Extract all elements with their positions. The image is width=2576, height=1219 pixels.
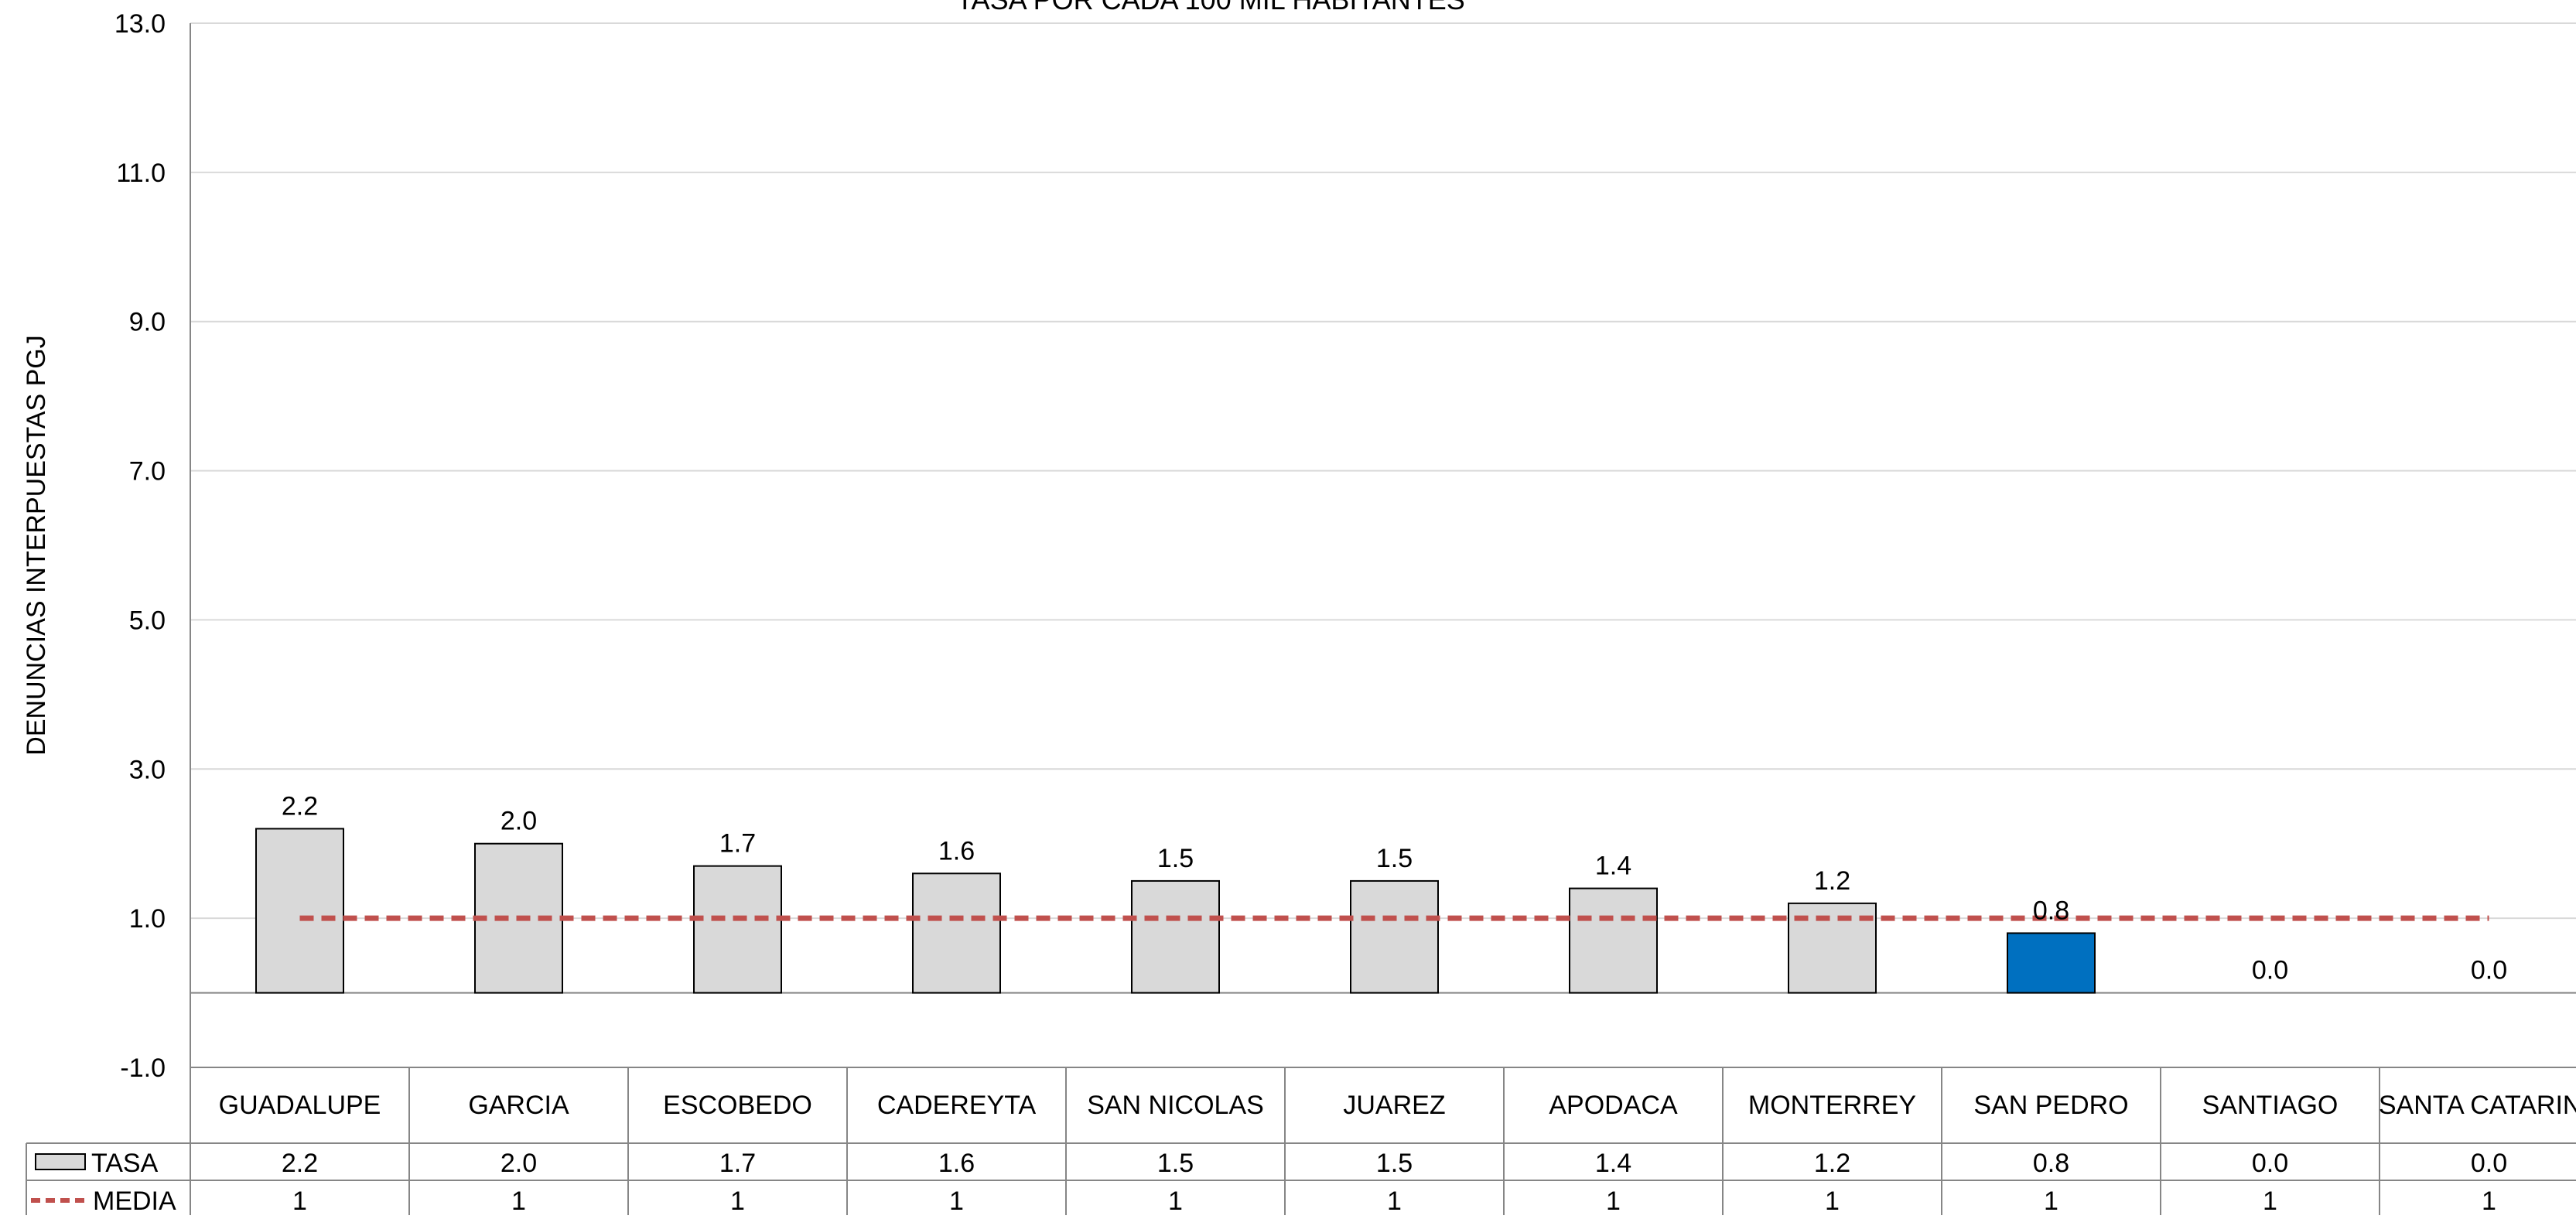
category-label: GUADALUPE	[219, 1091, 381, 1120]
gridlines: 13.0 11.0 9.0 7.0 5.0 3.0 1.0 -1.0	[114, 9, 2576, 1215]
bar-value-label: 2.0	[501, 807, 537, 836]
y-tick-label: 9.0	[129, 308, 166, 337]
y-tick-label: 3.0	[129, 755, 166, 784]
category-label: SANTIAGO	[2202, 1091, 2339, 1120]
category-label: ESCOBEDO	[663, 1091, 812, 1120]
table-cell-media: 1	[1168, 1187, 1183, 1215]
legend-label-media: MEDIA	[93, 1187, 176, 1215]
data-labels: 2.2 2.0 1.7 1.6 1.5 1.5 1.4 1.2 0.8 0.0 0.0	[282, 791, 2507, 985]
table-cell-media: 1	[730, 1187, 745, 1215]
table-cell-tasa: 2.0	[501, 1149, 537, 1178]
category-label: MONTERREY	[1748, 1091, 1916, 1120]
bar-value-label: 1.5	[1376, 844, 1413, 873]
bar-value-label: 1.4	[1595, 852, 1631, 881]
bar-value-label: 1.7	[719, 829, 756, 859]
table-cell-tasa: 2.2	[282, 1149, 318, 1178]
chart-title: TASA POR CADA 100 MIL HABITANTES	[956, 0, 1465, 15]
y-tick-label: 5.0	[129, 606, 166, 635]
bar-value-label: 2.2	[282, 791, 318, 821]
table-cell-tasa: 1.7	[719, 1149, 756, 1178]
y-tick-label: 7.0	[129, 457, 166, 487]
y-tick-label: 1.0	[129, 904, 166, 934]
category-label: SAN NICOLAS	[1087, 1091, 1264, 1120]
bar	[2007, 932, 2096, 994]
y-axis-label: DENUNCIAS INTERPUESTAS PGJ	[22, 335, 51, 755]
table-cell-tasa: 0.0	[2252, 1149, 2288, 1178]
bar-value-label: 1.2	[1814, 866, 1850, 896]
table-cell-media: 1	[1606, 1187, 1621, 1215]
category-label: CADEREYTA	[877, 1091, 1037, 1120]
table-cell-tasa: 0.0	[2471, 1149, 2507, 1178]
bar	[693, 865, 782, 994]
bar-value-label: 1.6	[938, 836, 975, 866]
table-cell-media: 1	[2044, 1187, 2058, 1215]
table-cell-media: 1	[949, 1187, 964, 1215]
bar-value-label: 0.0	[2471, 956, 2507, 985]
category-label: SAN PEDRO	[1973, 1091, 2128, 1120]
y-tick-label: 11.0	[116, 159, 166, 188]
table-cell-tasa: 1.4	[1595, 1149, 1631, 1178]
table-cell-media: 1	[2263, 1187, 2277, 1215]
bar	[1131, 879, 1220, 994]
category-label: SANTA CATARINA	[2379, 1091, 2576, 1120]
bar	[255, 828, 344, 994]
data-table: GUADALUPE GARCIA ESCOBEDO CADEREYTA SAN NICO…	[26, 1067, 2576, 1216]
bar	[1350, 879, 1439, 994]
bar	[1569, 887, 1658, 994]
category-label: GARCIA	[468, 1091, 569, 1120]
category-label: APODACA	[1549, 1091, 1678, 1120]
bar-series	[255, 828, 2096, 994]
table-cell-tasa: 1.5	[1376, 1149, 1413, 1178]
bar-value-label: 0.0	[2252, 956, 2288, 985]
table-cell-media: 1	[1387, 1187, 1402, 1215]
legend-label-tasa: TASA	[91, 1149, 159, 1178]
table-cell-tasa: 1.2	[1814, 1149, 1850, 1178]
bar-value-label: 0.8	[2033, 896, 2069, 925]
table-cell-media: 1	[2482, 1187, 2496, 1215]
table-cell-media: 1	[1825, 1187, 1840, 1215]
bar-value-label: 1.5	[1157, 844, 1194, 873]
legend-key-tasa	[35, 1153, 86, 1170]
table-cell-tasa: 1.6	[938, 1149, 975, 1178]
y-tick-label: -1.0	[120, 1053, 166, 1083]
bar	[912, 872, 1001, 994]
y-tick-label: 13.0	[114, 9, 166, 39]
table-cell-tasa: 0.8	[2033, 1149, 2069, 1178]
table-cell-media: 1	[292, 1187, 307, 1215]
table-cell-media: 1	[511, 1187, 526, 1215]
table-cell-tasa: 1.5	[1157, 1149, 1194, 1178]
category-label: JUAREZ	[1343, 1091, 1445, 1120]
